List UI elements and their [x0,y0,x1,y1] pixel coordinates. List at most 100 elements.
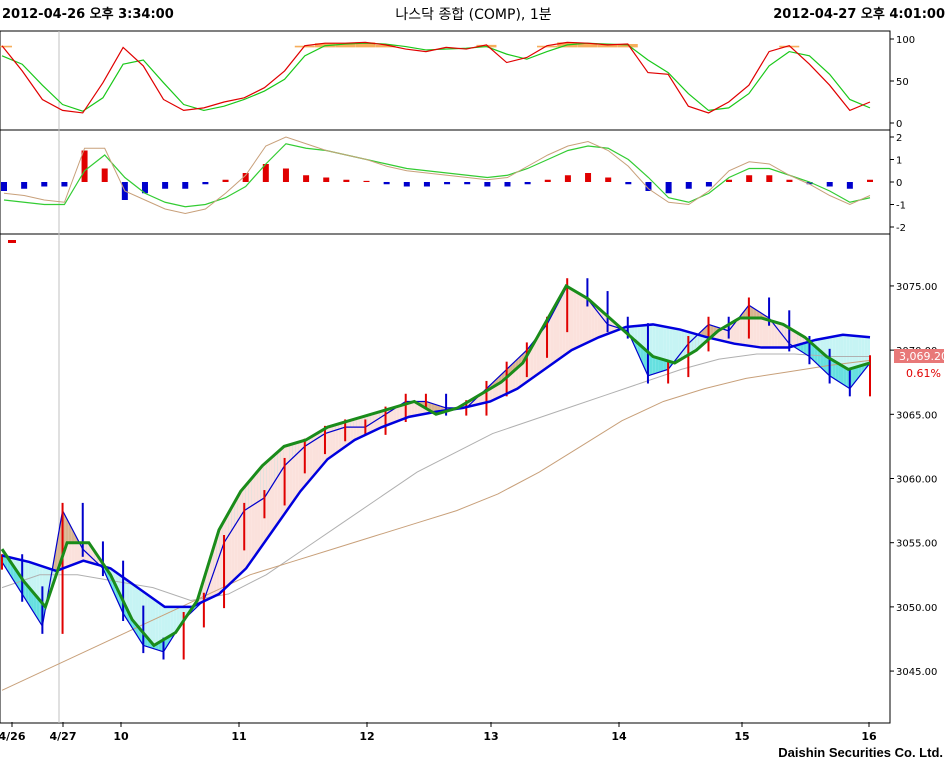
price-cloud-segment [817,348,821,368]
brand-footer: Daishin Securities Co. Ltd. [778,745,943,760]
ma-band-segment [301,440,304,491]
ma-band-segment [643,325,647,351]
price-label-box [894,349,944,363]
ma-band-segment [658,325,661,359]
x-tick-label: 13 [483,730,498,743]
ma-band-segment [663,326,667,361]
price-cloud-segment [838,363,841,384]
macd-histogram-bar [383,182,390,185]
ma-band-segment [251,474,255,561]
ma-band-segment [794,331,798,346]
ma-band-segment [373,412,377,432]
y-tick-label: -1 [896,201,906,212]
price-cloud-segment [823,353,827,373]
macd-histogram-bar [141,182,148,194]
ma-band-segment [411,401,415,417]
ma-band-segment [495,383,499,399]
ma-band-segment [266,459,270,540]
ma-band-segment [640,325,644,349]
macd-histogram-bar [726,179,733,182]
ma-band-segment [280,446,284,520]
price-cloud-segment [25,583,29,604]
ma-band-segment [327,426,331,460]
ma-band-segment [739,318,743,345]
chart-title: 나스닥 종합 (COMP), 1분 [395,7,552,23]
x-tick-label: 4/26 [0,730,26,743]
price-cloud-segment [753,308,757,319]
x-tick-label: 14 [611,730,627,743]
macd-histogram-bar [504,182,511,187]
ma-band-segment [768,320,772,348]
ma-band-segment [132,584,136,624]
macd-histogram-bar [41,182,48,187]
price-cloud-segment [28,586,32,609]
ma-band-segment [219,523,223,594]
ma-band-segment [634,325,638,344]
ma-band-segment [86,542,90,563]
y-tick-label: 3060.00 [896,475,937,486]
ma-band-segment [486,388,490,403]
ma-band-segment [274,452,278,528]
ma-band-segment [379,410,383,429]
ma-band-segment [489,387,493,402]
ma-band-segment [71,542,75,566]
price-cloud-segment [840,365,844,385]
ma-tan-line [1,359,871,691]
price-cloud-segment [65,516,69,547]
ma-band-segment [234,497,238,580]
ma-band-segment [216,528,220,596]
ma-band-segment [25,561,29,587]
ma-band-segment [521,359,525,386]
ma-band-segment [553,303,557,363]
ma-band-segment [245,481,249,569]
ma-band-segment [237,492,241,577]
ma-band-segment [129,582,133,621]
macd-histogram-bar [585,173,592,182]
macd-line [3,136,871,215]
ma-band-segment [570,288,574,351]
ma-band-segment [852,335,856,369]
ma-band-segment [736,318,740,345]
ma-band-segment [298,441,302,495]
macd-histogram-bar [423,182,430,187]
ma-band-segment [556,298,560,361]
ma-band-segment [271,454,275,532]
price-cloud-segment [750,306,754,319]
ma-band-segment [211,546,214,598]
y-tick-label: -2 [896,223,906,234]
ma-band-segment [135,586,139,628]
price-label-value: 3,069.20 [899,350,947,363]
ma-band-segment [637,325,641,346]
macd-histogram-bar [101,168,108,182]
ma-band-segment [745,318,749,346]
ma-band-segment [823,337,827,357]
price-label-change: 0.61% [906,367,941,380]
ma-band-segment [338,422,342,452]
ma-band-segment [228,507,232,586]
ma-band-segment [797,332,801,346]
ma-band-segment [576,292,580,348]
ma-band-segment [417,403,421,416]
ma-band-segment [660,325,664,360]
macd-histogram-bar [303,175,310,182]
macd-histogram-bar [685,182,692,189]
macd-histogram-bar [625,182,632,185]
ma-band-segment [164,606,168,640]
ma-band-segment [559,292,563,359]
ma-band-segment [541,323,545,372]
ma-band-segment [719,328,722,341]
ma-band-segment [158,602,162,643]
ma-band-segment [77,542,81,563]
price-cloud-segment [649,353,653,376]
macd-histogram-bar [826,182,833,187]
ma-band-segment [750,318,754,347]
ma-band-segment [356,417,360,440]
macd-histogram-bar [605,177,612,182]
y-tick-label: 2 [896,133,902,144]
ma-band-segment [332,424,336,456]
ma-band-segment [306,437,310,484]
ma-band-segment [843,334,847,369]
ma-band-segment [396,405,400,422]
price-panel [0,278,871,691]
